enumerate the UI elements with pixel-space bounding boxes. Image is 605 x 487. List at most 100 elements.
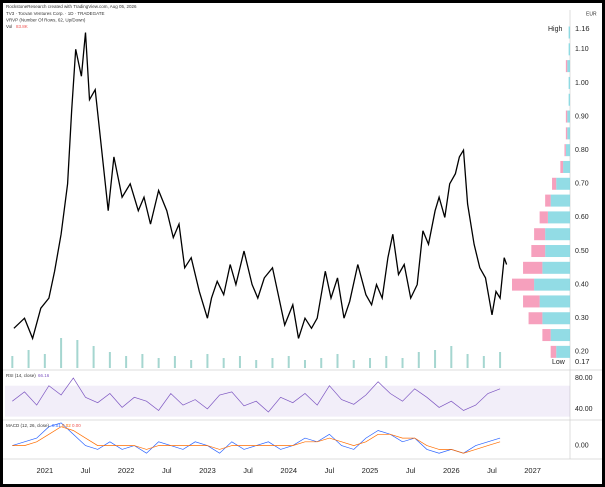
x-tick-label: Jul [162, 466, 172, 475]
profile-up [567, 127, 570, 140]
x-tick-label: Jul [325, 466, 335, 475]
profile-up [567, 60, 570, 73]
x-tick-label: Jul [81, 466, 91, 475]
pane-value: 0.02 [62, 423, 71, 428]
pane-value: 0.00 [72, 423, 81, 428]
volume-bar [482, 356, 485, 368]
pane-title: RSI (14, close) [6, 373, 36, 378]
volume-bar [320, 358, 323, 368]
profile-up [556, 345, 570, 358]
volume-bar [108, 352, 111, 368]
high-label: High [548, 26, 563, 33]
x-tick-label: 2024 [280, 466, 297, 475]
volume-bar [190, 360, 193, 368]
profile-down [539, 211, 548, 224]
profile-up [568, 26, 570, 39]
price-line [12, 377, 501, 413]
x-tick-label: 2026 [443, 466, 460, 475]
volume-bar [173, 356, 176, 368]
y-tick-label: 0.90 [575, 113, 589, 120]
y-tick-label: 80.00 [575, 375, 593, 382]
profile-up [542, 261, 570, 274]
profile-up [556, 177, 570, 190]
low-value: 0.17 [575, 357, 590, 366]
y-tick-label: 0.50 [575, 248, 589, 255]
profile-up [545, 245, 570, 258]
x-tick-label: 2022 [118, 466, 135, 475]
y-tick-label: 0.30 [575, 315, 589, 322]
currency: EUR [586, 11, 597, 17]
volume-bar [206, 354, 209, 368]
profile-up [542, 312, 570, 325]
volume-bar [238, 356, 241, 368]
symbol: TV3 · Tocvan Ventures Corp. · 1D · TRADE… [6, 11, 105, 16]
profile-down [531, 245, 546, 258]
profile-up [550, 194, 570, 207]
volume-bar [92, 346, 95, 368]
pane-value: 66.16 [38, 373, 50, 378]
volume-bar [255, 360, 258, 368]
profile-up [565, 144, 570, 157]
volume-bar [401, 358, 404, 368]
profile-down [534, 228, 546, 241]
volume-bar [27, 350, 30, 368]
profile-up [550, 329, 570, 342]
profile-down [565, 110, 568, 123]
volume-bar [43, 354, 46, 368]
high-value: 1.16 [575, 24, 590, 33]
volume-bar [385, 356, 388, 368]
pane-title: MACD (12, 26, close) [6, 423, 50, 428]
volume-bar [222, 358, 225, 368]
y-tick-label: 0.70 [575, 181, 589, 188]
profile-up [563, 160, 570, 173]
profile-down [512, 278, 535, 291]
profile-down [564, 144, 566, 157]
x-tick-label: 2027 [524, 466, 541, 475]
background [3, 3, 602, 484]
x-tick-label: Jul [406, 466, 416, 475]
indicator: VRVP (Number Of Rows, 62, Up/Down) [6, 18, 86, 23]
profile-down [565, 60, 568, 73]
volume-bar [125, 356, 128, 368]
y-tick-label: 1.10 [575, 46, 589, 53]
profile-down [560, 160, 564, 173]
y-tick-label: 0.60 [575, 214, 589, 221]
volume-bar [11, 356, 14, 368]
profile-up [547, 211, 570, 224]
profile-up [545, 228, 570, 241]
y-tick-label: 0.80 [575, 147, 589, 154]
indicator-line [12, 426, 501, 454]
volume-bar [287, 356, 290, 368]
volume-bar [271, 358, 274, 368]
volume-bar [499, 352, 502, 368]
profile-down [523, 261, 543, 274]
volume-bar [60, 338, 63, 368]
volume-value: 83.8K [16, 24, 28, 29]
profile-up [534, 278, 570, 291]
y-tick-label: 0.00 [575, 442, 589, 449]
x-tick-label: Jul [487, 466, 497, 475]
profile-down [523, 295, 540, 308]
volume-bar [369, 358, 372, 368]
profile-up [568, 43, 570, 56]
x-tick-label: 2023 [199, 466, 216, 475]
x-tick-label: 2021 [36, 466, 53, 475]
volume-bar [141, 354, 144, 368]
profile-up [568, 93, 570, 106]
profile-up [568, 76, 570, 89]
y-tick-label: 0.40 [575, 281, 589, 288]
profile-down [542, 329, 551, 342]
rsi-band [5, 385, 570, 417]
volume-bar [450, 346, 453, 368]
volume-bar [336, 354, 339, 368]
volume-bar [76, 340, 79, 368]
y-tick-label: 40.00 [575, 406, 593, 413]
volume-bar [466, 354, 469, 368]
y-tick-label: 1.00 [575, 80, 589, 87]
y-tick-label: 0.20 [575, 349, 589, 356]
price-line [13, 32, 508, 341]
low-label: Low [552, 359, 566, 366]
x-tick-label: 2025 [362, 466, 379, 475]
x-tick-label: Jul [243, 466, 253, 475]
